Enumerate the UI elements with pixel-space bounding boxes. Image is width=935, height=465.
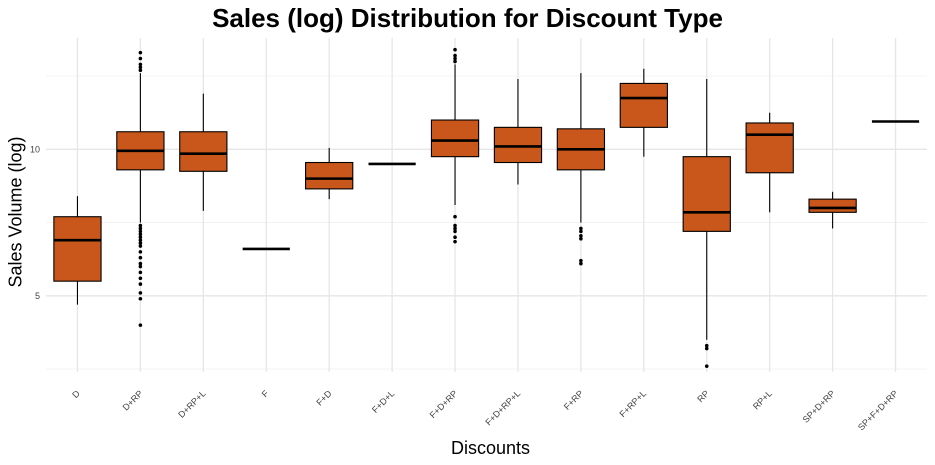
- x-tick-label: D+RP: [121, 388, 145, 412]
- x-tick-label: F+RP+L: [617, 388, 648, 419]
- outlier-point: [453, 239, 457, 244]
- outlier-point: [453, 59, 457, 64]
- outlier-point: [579, 233, 583, 238]
- outlier-point: [579, 258, 583, 263]
- x-tick-label: RP: [695, 388, 711, 404]
- box-iqr: [430, 119, 480, 158]
- outlier-point: [138, 296, 143, 301]
- x-tick-label: F+D: [314, 388, 334, 408]
- outlier-point: [138, 223, 143, 228]
- y-tick-label: 10: [30, 144, 40, 154]
- outlier-point: [138, 261, 143, 266]
- chart-title: Sales (log) Distribution for Discount Ty…: [212, 3, 723, 33]
- box-iqr: [745, 122, 794, 174]
- outlier-point: [138, 62, 143, 67]
- box-iqr: [682, 156, 731, 232]
- outlier-point: [138, 235, 143, 240]
- outlier-point: [138, 226, 143, 231]
- outlier-point: [138, 270, 143, 275]
- outlier-point: [138, 238, 143, 242]
- x-tick-label: F+RP: [562, 388, 586, 412]
- outlier-point: [579, 226, 583, 231]
- outlier-point: [453, 47, 457, 52]
- outlier-point: [138, 56, 143, 61]
- outlier-point: [579, 229, 583, 234]
- x-tick-label: D+RP+L: [176, 388, 207, 419]
- x-tick-label: F+D+RP: [428, 388, 460, 420]
- outlier-point: [579, 261, 583, 266]
- outlier-point: [138, 241, 143, 245]
- outlier-point: [138, 232, 143, 237]
- box-iqr: [808, 198, 857, 213]
- outlier-point: [453, 235, 457, 240]
- outlier-point: [138, 50, 143, 55]
- outlier-point: [138, 68, 143, 73]
- outlier-point: [704, 343, 709, 348]
- outlier-point: [138, 282, 143, 286]
- outlier-point: [138, 264, 143, 269]
- outlier-point: [453, 229, 457, 234]
- outlier-point: [704, 364, 709, 368]
- box-iqr: [493, 126, 543, 164]
- x-tick-label: D: [70, 388, 82, 400]
- outlier-point: [138, 323, 143, 327]
- outlier-point: [138, 291, 143, 295]
- x-tick-label: SP+D+RP: [801, 388, 837, 424]
- outlier-point: [453, 226, 457, 231]
- x-axis-label: Discounts: [450, 438, 531, 458]
- y-tick-label: 5: [35, 291, 40, 301]
- box-iqr: [53, 216, 102, 282]
- outlier-point: [453, 53, 457, 58]
- outlier-point: [453, 56, 457, 61]
- x-tick-label: F: [260, 388, 271, 399]
- box-iqr: [305, 161, 354, 190]
- x-tick-label: RP+L: [751, 388, 774, 411]
- outlier-point: [138, 65, 143, 70]
- box-iqr: [179, 131, 228, 172]
- outlier-point: [138, 255, 143, 260]
- outlier-point: [704, 346, 709, 351]
- x-tick-label: SP+F+D+RP: [856, 388, 900, 432]
- outlier-point: [138, 244, 143, 248]
- outlier-point: [453, 223, 457, 228]
- outlier-point: [453, 214, 457, 219]
- box-iqr: [619, 82, 668, 128]
- outlier-point: [138, 229, 143, 234]
- outlier-point: [138, 250, 143, 254]
- outlier-point: [138, 276, 143, 281]
- x-tick-label: F+D+L: [370, 388, 397, 415]
- outlier-point: [579, 236, 583, 241]
- x-tick-label: F+D+RP+L: [483, 388, 522, 427]
